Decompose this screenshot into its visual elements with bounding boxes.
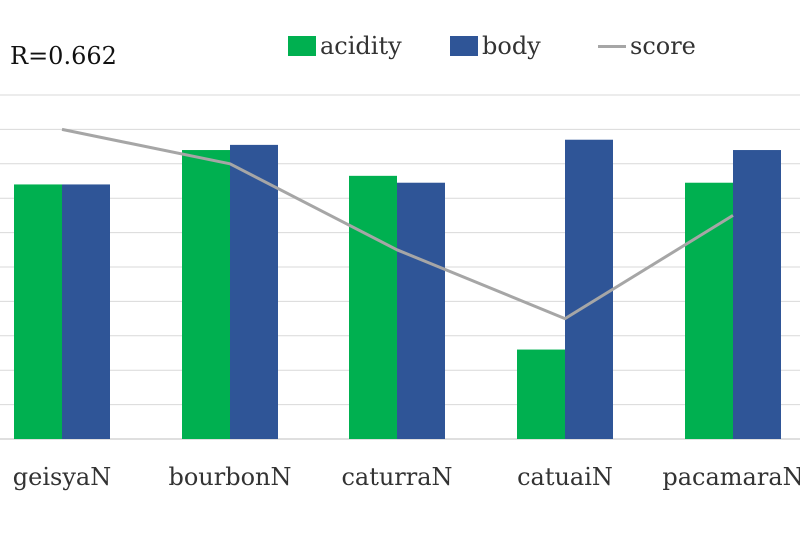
legend: acidity body score [0,32,800,62]
legend-swatch-score [598,44,626,48]
legend-item-body: body [450,32,541,60]
bar-body-pacamaraN [733,150,781,440]
bar-body-geisyaN [62,184,110,439]
legend-item-score: score [598,32,696,60]
x-tick-label-bourbonN: bourbonN [168,463,291,491]
bar-body-caturraN [397,182,445,439]
bar-acidity-caturraN [349,175,397,439]
bar-acidity-catuaiN [517,349,565,439]
bar-acidity-pacamaraN [685,182,733,439]
correlation-annotation: R=0.662 [10,42,117,70]
bar-body-catuaiN [565,139,613,439]
legend-swatch-body [450,36,478,56]
x-tick-label-caturraN: caturraN [341,463,452,491]
legend-label-body: body [482,32,541,60]
legend-swatch-acidity [288,36,316,56]
x-tick-label-catuaiN: catuaiN [517,463,613,491]
legend-label-score: score [630,32,696,60]
legend-label-acidity: acidity [320,32,402,60]
bar-acidity-bourbonN [182,150,230,440]
legend-item-acidity: acidity [288,32,402,60]
line-score [61,127,734,321]
bar-acidity-geisyaN [14,184,62,439]
bar-body-bourbonN [230,144,278,439]
x-tick-label-pacamaraN: pacamaraN [662,463,800,491]
x-tick-label-geisyaN: geisyaN [13,463,111,491]
